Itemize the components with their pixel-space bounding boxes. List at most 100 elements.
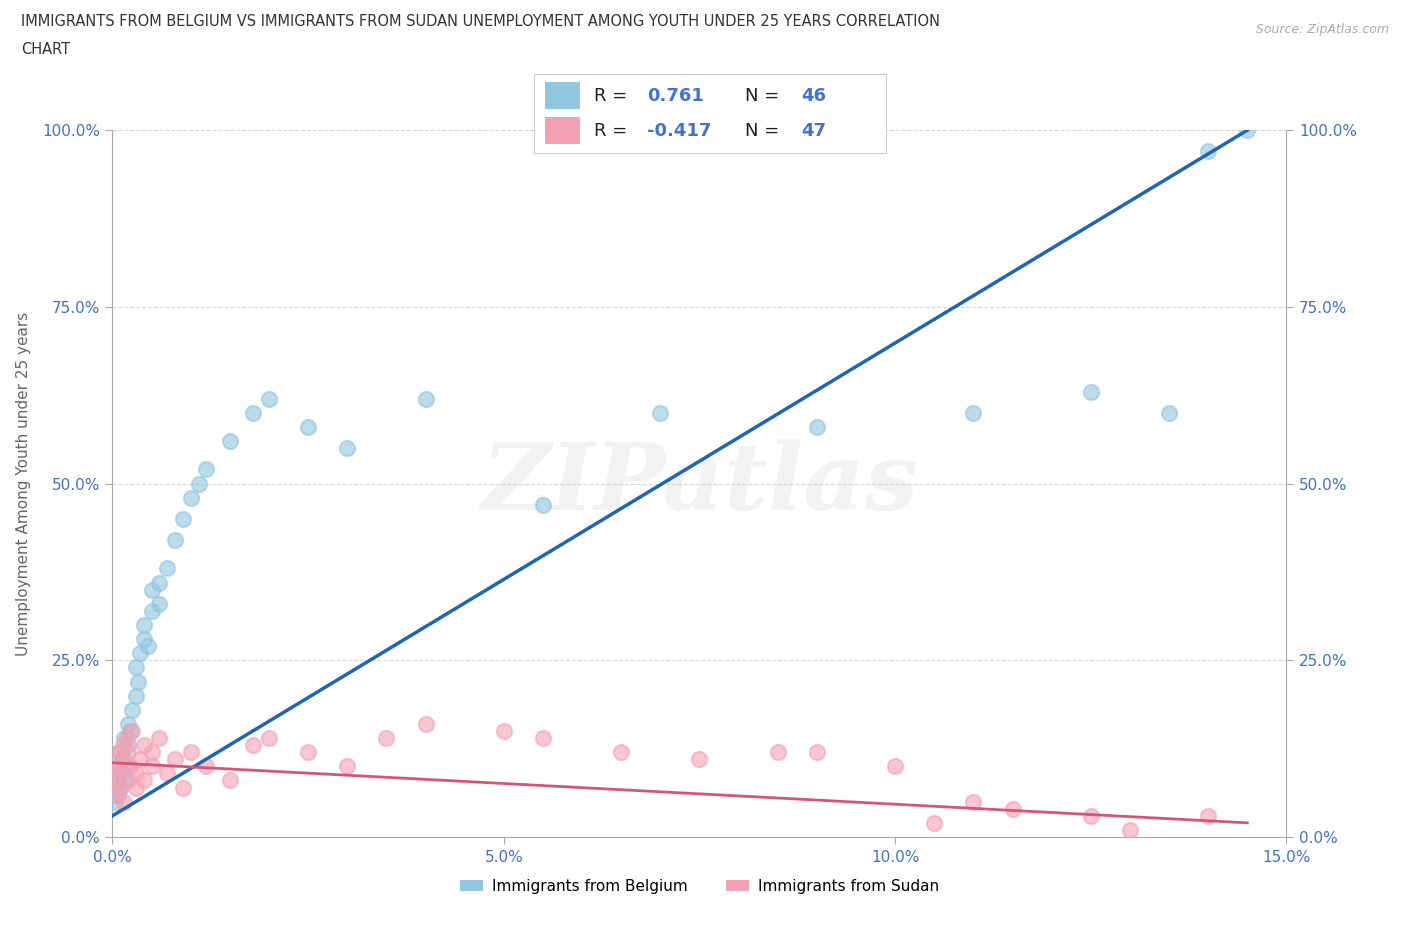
Point	[107, 745, 129, 760]
Point	[107, 787, 129, 802]
Point	[104, 773, 127, 788]
Text: 47: 47	[801, 122, 827, 140]
Point	[125, 780, 148, 795]
Point	[884, 759, 907, 774]
Point	[962, 405, 984, 420]
Point	[112, 794, 135, 809]
Text: N =: N =	[745, 86, 779, 105]
Point	[132, 618, 155, 632]
Point	[297, 745, 319, 760]
Point	[115, 731, 138, 746]
Point	[112, 773, 135, 788]
Point	[1197, 808, 1219, 823]
Point	[125, 766, 148, 781]
Text: Source: ZipAtlas.com: Source: ZipAtlas.com	[1256, 23, 1389, 36]
Point	[136, 639, 159, 654]
Point	[121, 702, 143, 717]
Point	[110, 780, 132, 795]
Text: ZIPatlas: ZIPatlas	[481, 439, 918, 528]
Point	[650, 405, 672, 420]
Point	[1001, 802, 1024, 817]
Point	[111, 766, 134, 781]
Point	[132, 773, 155, 788]
Point	[141, 745, 163, 760]
Point	[125, 660, 148, 675]
Point	[766, 745, 789, 760]
Point	[127, 674, 149, 689]
Point	[1080, 384, 1102, 399]
Point	[156, 766, 179, 781]
Bar	[544, 117, 579, 144]
Point	[128, 751, 150, 766]
Point	[117, 745, 139, 760]
Point	[117, 737, 139, 752]
Point	[115, 759, 138, 774]
Point	[218, 433, 242, 448]
Text: IMMIGRANTS FROM BELGIUM VS IMMIGRANTS FROM SUDAN UNEMPLOYMENT AMONG YOUTH UNDER : IMMIGRANTS FROM BELGIUM VS IMMIGRANTS FR…	[21, 14, 941, 29]
Point	[132, 737, 155, 752]
Text: -0.417: -0.417	[647, 122, 711, 140]
Point	[195, 759, 218, 774]
Point	[257, 392, 280, 406]
Point	[415, 392, 437, 406]
Point	[117, 716, 139, 731]
Point	[125, 688, 148, 703]
Point	[242, 737, 264, 752]
Point	[110, 745, 132, 760]
Point	[610, 745, 633, 760]
Point	[132, 631, 155, 646]
Legend: Immigrants from Belgium, Immigrants from Sudan: Immigrants from Belgium, Immigrants from…	[454, 873, 945, 900]
Point	[1159, 405, 1181, 420]
Text: R =: R =	[593, 86, 627, 105]
Point	[187, 476, 209, 491]
Point	[110, 766, 132, 781]
Point	[242, 405, 264, 420]
Point	[141, 604, 163, 618]
Text: 0.761: 0.761	[647, 86, 703, 105]
Point	[107, 759, 129, 774]
Point	[148, 731, 170, 746]
Point	[172, 512, 194, 526]
Point	[1080, 808, 1102, 823]
Text: N =: N =	[745, 122, 779, 140]
Point	[121, 724, 143, 738]
Point	[165, 751, 187, 766]
Point	[531, 498, 554, 512]
Point	[148, 596, 170, 611]
Point	[118, 759, 141, 774]
Point	[962, 794, 984, 809]
Point	[336, 441, 359, 456]
Point	[218, 773, 242, 788]
Point	[117, 773, 139, 788]
Point	[180, 490, 202, 505]
Point	[375, 731, 398, 746]
Point	[105, 787, 128, 802]
Point	[104, 794, 127, 809]
Text: 46: 46	[801, 86, 827, 105]
Point	[141, 759, 163, 774]
Point	[172, 780, 194, 795]
Point	[111, 751, 134, 766]
Point	[922, 816, 945, 830]
Point	[688, 751, 710, 766]
Point	[415, 716, 437, 731]
Point	[1236, 123, 1258, 138]
Point	[531, 731, 554, 746]
Point	[105, 773, 128, 788]
Point	[257, 731, 280, 746]
Point	[110, 780, 132, 795]
Point	[141, 582, 163, 597]
Point	[195, 462, 218, 477]
Point	[297, 419, 319, 434]
Point	[148, 575, 170, 590]
Point	[118, 724, 141, 738]
Point	[111, 737, 134, 752]
Point	[1197, 144, 1219, 159]
Point	[336, 759, 359, 774]
Y-axis label: Unemployment Among Youth under 25 years: Unemployment Among Youth under 25 years	[15, 312, 31, 656]
Point	[165, 533, 187, 548]
Point	[180, 745, 202, 760]
Point	[111, 751, 134, 766]
Point	[128, 645, 150, 660]
Point	[492, 724, 515, 738]
